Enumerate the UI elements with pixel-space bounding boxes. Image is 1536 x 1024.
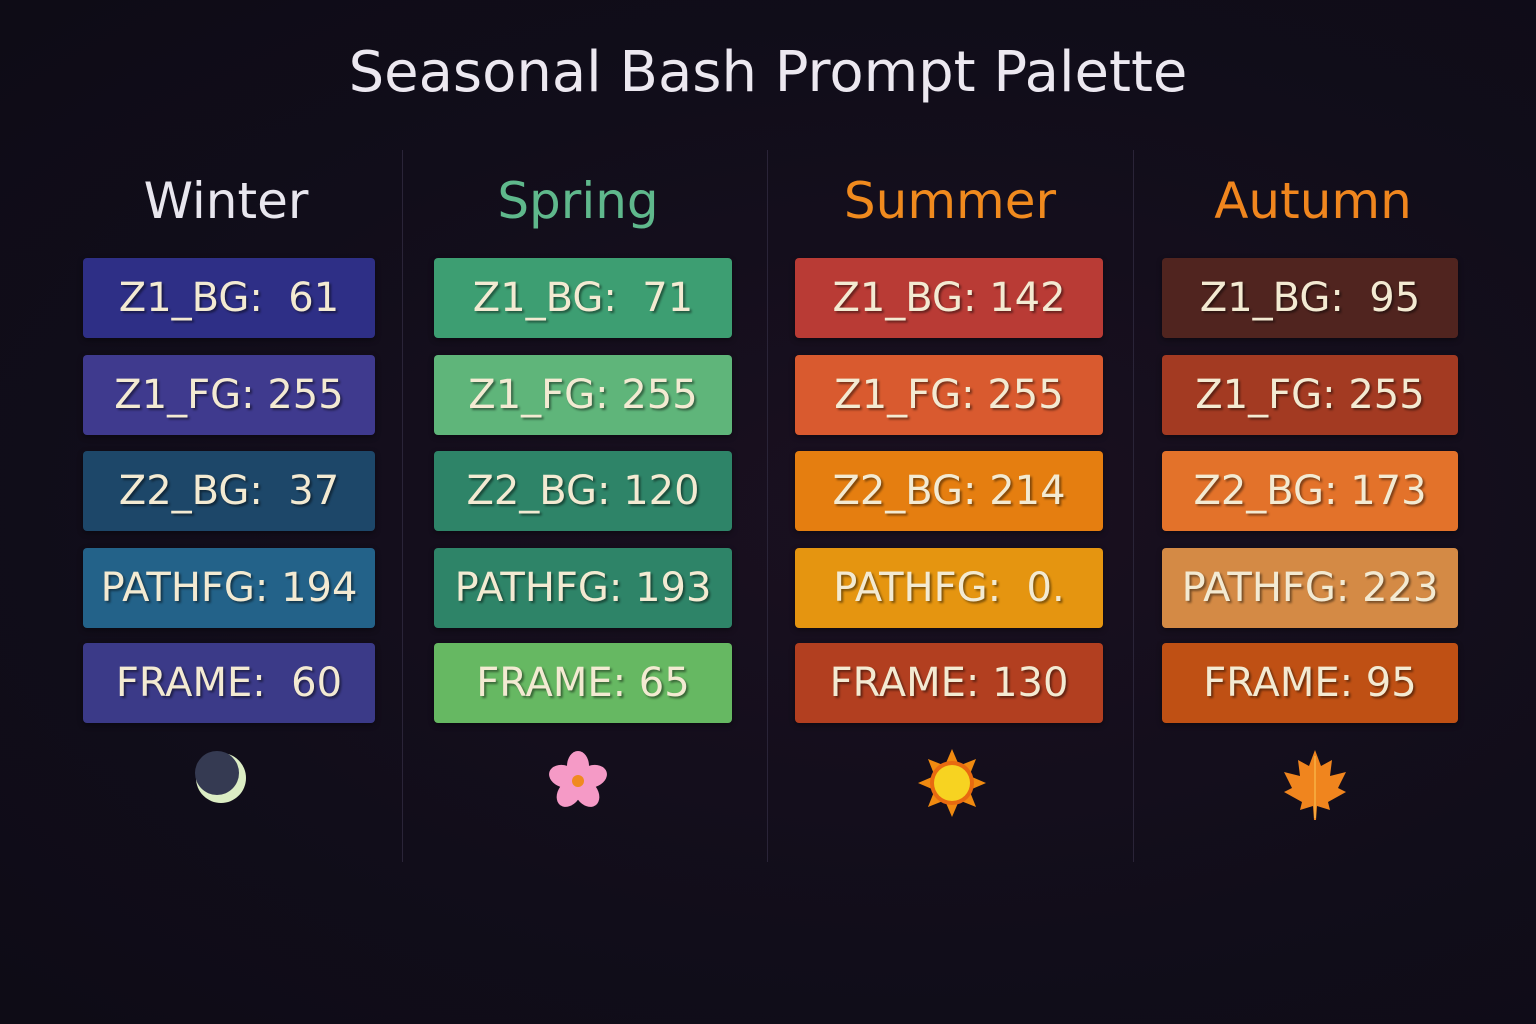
palette-swatch: Z2_BG: 173 bbox=[1162, 451, 1458, 531]
maple-leaf-icon bbox=[1280, 748, 1350, 826]
page-title: Seasonal Bash Prompt Palette bbox=[348, 40, 1188, 105]
season-heading-winter: Winter bbox=[143, 172, 309, 230]
season-heading-summer: Summer bbox=[843, 172, 1057, 230]
palette-swatch: Z1_BG: 61 bbox=[83, 258, 375, 338]
palette-swatch: Z1_FG: 255 bbox=[795, 355, 1103, 435]
divider bbox=[1133, 150, 1134, 862]
palette-swatch: FRAME: 65 bbox=[434, 643, 732, 723]
palette-swatch: Z1_FG: 255 bbox=[1162, 355, 1458, 435]
blossom-icon bbox=[545, 748, 611, 818]
palette-swatch: Z1_FG: 255 bbox=[434, 355, 732, 435]
season-heading-spring: Spring bbox=[497, 172, 659, 230]
season-heading-autumn: Autumn bbox=[1214, 172, 1412, 230]
divider bbox=[402, 150, 403, 862]
palette-swatch: PATHFG: 193 bbox=[434, 548, 732, 628]
palette-swatch: Z2_BG: 37 bbox=[83, 451, 375, 531]
palette-swatch: Z1_BG: 142 bbox=[795, 258, 1103, 338]
palette-swatch: FRAME: 130 bbox=[795, 643, 1103, 723]
palette-swatch: FRAME: 95 bbox=[1162, 643, 1458, 723]
palette-swatch: FRAME: 60 bbox=[83, 643, 375, 723]
palette-swatch: Z1_BG: 95 bbox=[1162, 258, 1458, 338]
palette-swatch: PATHFG: 223 bbox=[1162, 548, 1458, 628]
divider bbox=[767, 150, 768, 862]
palette-swatch: Z1_FG: 255 bbox=[83, 355, 375, 435]
palette-swatch: Z2_BG: 214 bbox=[795, 451, 1103, 531]
crescent-moon-icon bbox=[193, 748, 249, 808]
palette-swatch: Z1_BG: 71 bbox=[434, 258, 732, 338]
sun-icon bbox=[917, 748, 987, 822]
palette-swatch: PATHFG: 0. bbox=[795, 548, 1103, 628]
palette-swatch: Z2_BG: 120 bbox=[434, 451, 732, 531]
palette-swatch: PATHFG: 194 bbox=[83, 548, 375, 628]
